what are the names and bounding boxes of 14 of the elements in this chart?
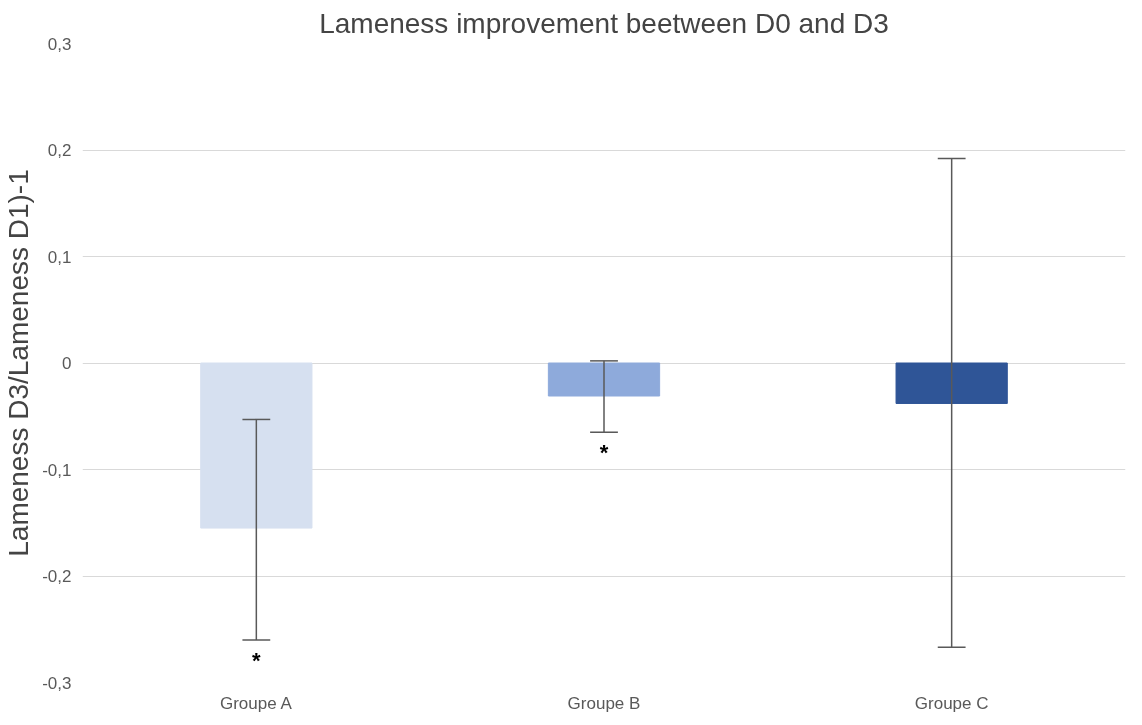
- y-tick-label: 0: [62, 354, 72, 373]
- y-axis-title: Lameness D3/Lameness D1)-1: [3, 169, 35, 557]
- x-tick-label: Groupe C: [914, 693, 989, 713]
- y-tick-label: -0,1: [42, 460, 72, 480]
- x-tick-label: Groupe B: [567, 693, 641, 713]
- x-tick-label: Groupe A: [219, 693, 293, 713]
- y-tick-label: -0,3: [42, 673, 72, 693]
- annotation: *: [599, 440, 609, 466]
- annotation: *: [252, 647, 262, 673]
- y-tick-label: 0,1: [47, 247, 72, 267]
- y-tick-label: 0,3: [47, 34, 72, 54]
- y-tick-label: 0,2: [47, 141, 72, 160]
- y-tick-label: -0,2: [42, 567, 72, 586]
- chart-title: Lameness improvement beetween D0 and D3: [319, 7, 889, 39]
